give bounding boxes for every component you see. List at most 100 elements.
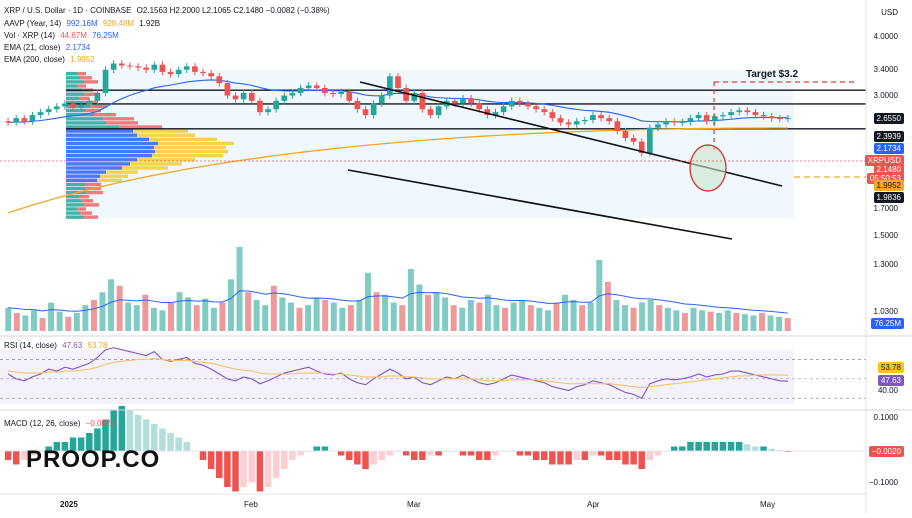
macd-histogram-bar (784, 451, 792, 452)
volume-profile-bar (84, 215, 98, 219)
macd-histogram-bar (29, 451, 36, 456)
macd-histogram-bar (256, 451, 264, 492)
volume-bar (767, 315, 774, 331)
volume-profile-bar (66, 158, 137, 162)
volume-bar (56, 311, 63, 331)
macd-histogram-bar (435, 451, 442, 456)
macd-legend[interactable]: MACD (12, 26, close) −0.0020 (4, 419, 115, 429)
candle-body (62, 103, 68, 107)
candle-body (476, 103, 483, 110)
volume-legend[interactable]: Vol · XRP (14) 44.67M 76.25M (4, 31, 119, 41)
candle-body (541, 109, 548, 113)
volume-value-1: 44.67M (60, 31, 87, 40)
volume-bar (502, 307, 509, 331)
macd-histogram-bar (370, 451, 377, 465)
candle-body (118, 63, 125, 66)
macd-histogram-bar (45, 446, 52, 451)
ema200-legend[interactable]: EMA (200, close) 1.9952 (4, 55, 95, 65)
macd-histogram-bar (134, 415, 142, 451)
macd-histogram-bar (142, 419, 150, 451)
candle-body (248, 92, 255, 101)
ema21-legend[interactable]: EMA (21, close) 2.1734 (4, 43, 90, 53)
aavp-value-3: 1.92B (139, 19, 161, 28)
macd-histogram-bar (199, 451, 207, 460)
candle-body (395, 76, 401, 88)
macd-histogram-bar (467, 451, 475, 456)
volume-bar (65, 316, 72, 331)
volume-bars (5, 247, 791, 331)
macd-histogram-bar (264, 451, 272, 487)
macd-histogram-bar (240, 451, 247, 487)
candle-body (752, 112, 759, 116)
candle-body (687, 118, 694, 122)
brand-logo-text: PROOP.CO (26, 446, 161, 473)
candle-body (21, 118, 28, 122)
ema21-label: EMA (21, close) (4, 43, 61, 52)
candle-body (484, 109, 491, 116)
macd-histogram-bar (4, 451, 12, 460)
volume-value-2: 76.25M (92, 31, 119, 40)
volume-bar (133, 305, 140, 331)
x-label-feb: Feb (244, 500, 258, 509)
candle-body (183, 66, 190, 70)
symbol-legend[interactable]: XRP / U.S. Dollar · 1D · COINBASE O2.156… (4, 6, 330, 16)
rsi-value-1: 47.63 (62, 341, 83, 350)
volume-bar (116, 285, 123, 331)
brand-logo: PROOP.CO (26, 446, 160, 474)
macd-tick-label: 0.1000 (873, 413, 898, 422)
candle-body (695, 115, 702, 119)
macd-histogram-bar (475, 451, 483, 460)
macd-histogram-bar (760, 446, 767, 451)
volume-profile-bar (100, 174, 128, 178)
volume-profile-bar (79, 96, 89, 100)
macd-histogram-bar (321, 446, 329, 451)
candle-body (582, 119, 588, 122)
macd-histogram-bar (695, 442, 702, 451)
candle-body (646, 127, 653, 154)
candle-body (273, 100, 279, 110)
macd-histogram-bar (719, 442, 727, 451)
macd-histogram-bar (410, 451, 418, 460)
volume-bar (390, 302, 397, 331)
candle-body (533, 106, 539, 110)
aavp-legend[interactable]: AAVP (Year, 14) 992.16M 928.48M 1.92B (4, 19, 160, 29)
macd-histogram-bar (565, 451, 572, 465)
candle-body (289, 92, 296, 96)
volume-bar (227, 279, 234, 331)
candle-body (720, 115, 726, 117)
macd-histogram-bar (589, 451, 597, 456)
x-label-may: May (760, 500, 776, 509)
candle-body (53, 106, 60, 110)
macd-histogram-bar (21, 451, 28, 460)
volume-bar (30, 310, 37, 331)
macd-pane (0, 406, 866, 492)
macd-histogram-bar (630, 451, 637, 465)
volume-profile-bar (66, 207, 77, 211)
rsi-legend[interactable]: RSI (14, close) 47.63 53.78 (4, 341, 107, 351)
volume-bar (22, 315, 29, 331)
x-label-mar: Mar (407, 500, 421, 509)
volume-profile-bar (66, 149, 155, 154)
volume-bar (673, 310, 680, 331)
volume-profile-bar (89, 104, 107, 109)
macd-histogram-bar (346, 451, 353, 460)
volume-bar (544, 310, 551, 331)
macd-histogram-bar (622, 451, 629, 465)
volume-profile-bar (137, 158, 195, 162)
candle-body (517, 100, 523, 104)
candle-body (411, 92, 418, 101)
candle-body (102, 69, 109, 93)
macd-histogram-bar (151, 424, 158, 451)
candle-body (232, 95, 239, 100)
volume-profile-bar (66, 145, 154, 150)
volume-bar (210, 307, 217, 331)
macd-value: −0.0020 (85, 419, 115, 428)
volume-bar (245, 292, 252, 331)
volume-bar (279, 297, 286, 331)
candle-body (744, 110, 751, 113)
volume-bar (365, 272, 372, 331)
volume-bar (716, 312, 723, 331)
candle-body (305, 85, 312, 88)
